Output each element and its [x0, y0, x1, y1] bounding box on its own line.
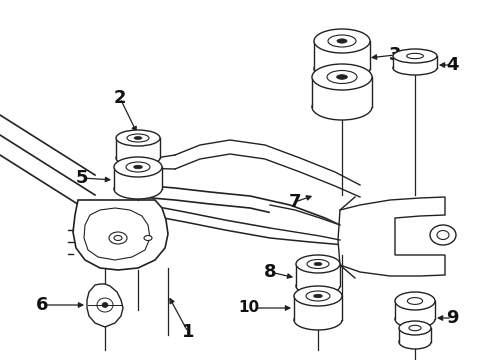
Text: 7: 7	[289, 193, 301, 211]
Ellipse shape	[144, 235, 152, 240]
Polygon shape	[399, 328, 431, 342]
Ellipse shape	[312, 94, 372, 120]
Ellipse shape	[314, 29, 370, 53]
Polygon shape	[73, 200, 168, 270]
Polygon shape	[314, 41, 370, 69]
Polygon shape	[294, 296, 342, 320]
Ellipse shape	[109, 232, 127, 244]
Ellipse shape	[393, 49, 437, 63]
Ellipse shape	[407, 53, 423, 59]
Ellipse shape	[337, 39, 347, 43]
Ellipse shape	[134, 165, 142, 169]
Polygon shape	[114, 167, 162, 189]
Ellipse shape	[294, 286, 342, 306]
Ellipse shape	[407, 298, 422, 305]
Ellipse shape	[314, 262, 322, 266]
Ellipse shape	[114, 235, 122, 240]
Ellipse shape	[395, 310, 435, 328]
Text: 5: 5	[76, 169, 88, 187]
Polygon shape	[338, 197, 445, 276]
Ellipse shape	[114, 179, 162, 199]
Text: 10: 10	[239, 301, 260, 315]
Ellipse shape	[395, 292, 435, 310]
Text: 1: 1	[182, 323, 194, 341]
Polygon shape	[87, 284, 123, 327]
Ellipse shape	[114, 157, 162, 177]
Ellipse shape	[296, 255, 340, 273]
Polygon shape	[312, 77, 372, 107]
Polygon shape	[395, 301, 435, 319]
Ellipse shape	[296, 277, 340, 295]
Ellipse shape	[399, 335, 431, 349]
Ellipse shape	[437, 230, 449, 239]
Polygon shape	[393, 56, 437, 68]
Ellipse shape	[314, 57, 370, 81]
Ellipse shape	[116, 130, 160, 146]
Polygon shape	[116, 138, 160, 158]
Ellipse shape	[314, 294, 322, 298]
Ellipse shape	[116, 150, 160, 166]
Text: 6: 6	[36, 296, 48, 314]
Ellipse shape	[102, 302, 108, 307]
Ellipse shape	[337, 75, 347, 79]
Text: 8: 8	[264, 263, 276, 281]
Ellipse shape	[294, 310, 342, 330]
Polygon shape	[296, 264, 340, 286]
Ellipse shape	[393, 61, 437, 75]
Ellipse shape	[430, 225, 456, 245]
Ellipse shape	[409, 325, 421, 330]
Ellipse shape	[134, 136, 142, 139]
Text: 3: 3	[389, 46, 401, 64]
Text: 2: 2	[114, 89, 126, 107]
Text: 4: 4	[446, 56, 458, 74]
Ellipse shape	[399, 321, 431, 335]
Ellipse shape	[312, 64, 372, 90]
Text: 9: 9	[446, 309, 458, 327]
